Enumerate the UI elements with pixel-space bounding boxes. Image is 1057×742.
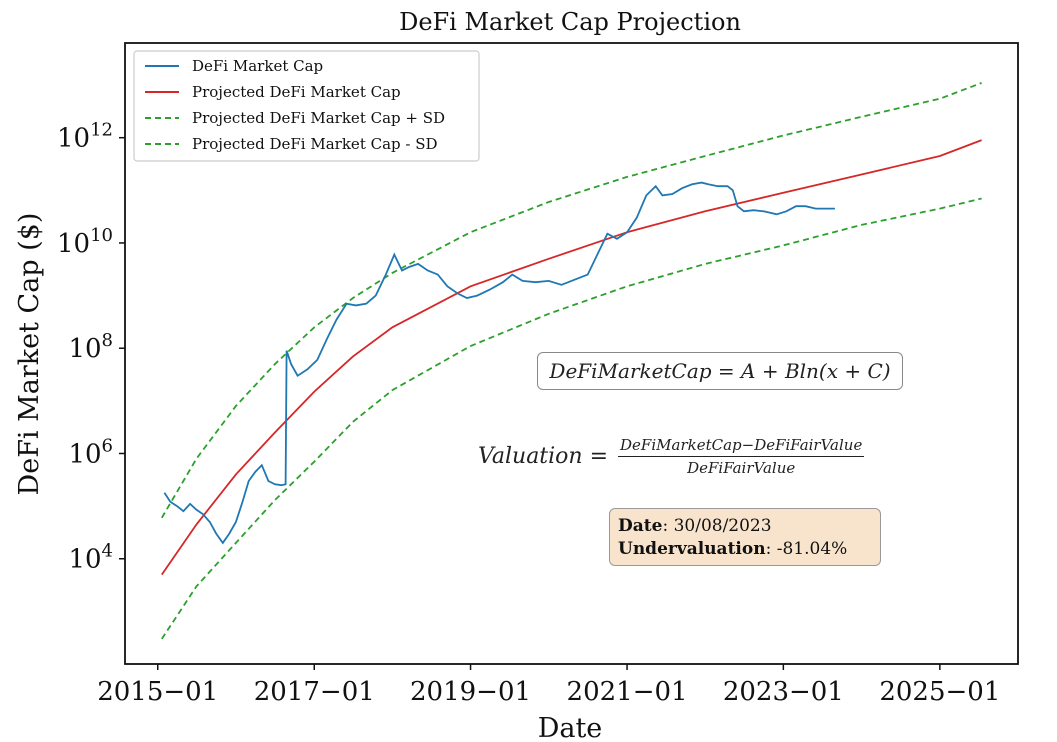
series-line-0 [163,181,835,545]
undervaluation-label: Undervaluation [618,539,766,559]
valuation-numerator: DeFiMarketCap−DeFiFairValue [618,436,865,457]
model-formula-box: DeFiMarketCap = A + Bln(x + C) [537,352,903,390]
x-tick-label-5: 2025−01 [879,677,1000,707]
series-line-3 [161,197,982,640]
legend-label-plus-sd: Projected DeFi Market Cap + SD [192,109,445,127]
valuation-denominator: DeFiFairValue [687,459,796,477]
plot-area [161,82,982,640]
undervaluation-value: -81.04% [776,539,848,559]
valuation-lhs: Valuation = [478,444,609,469]
date-label: Date [618,516,663,536]
axes: 2015−01 2017−01 2019−01 2021−01 2023−01 2025−… [57,120,1000,707]
x-tick-label-1: 2017−01 [254,677,375,707]
x-axis-title: Date [538,713,603,742]
y-axis-title: DeFi Market Cap ($) [14,213,45,496]
legend: DeFi Market Cap Projected DeFi Market Ca… [133,50,480,162]
series-line-2 [161,82,982,519]
valuation-formula: Valuation = DeFiMarketCap−DeFiFairValue … [478,436,865,477]
y-tick-label-4: 1012 [57,120,113,154]
y-tick-label-0: 104 [68,541,113,575]
legend-label-minus-sd: Projected DeFi Market Cap - SD [192,135,438,153]
valuation-fraction: DeFiMarketCap−DeFiFairValue DeFiFairValu… [618,436,865,477]
x-tick-label-0: 2015−01 [97,677,218,707]
plot-frame [124,42,1019,665]
y-tick-label-3: 1010 [57,225,113,259]
chart-title: DeFi Market Cap Projection [399,8,741,36]
legend-label-projected: Projected DeFi Market Cap [192,83,401,101]
undervaluation-row: Undervaluation: -81.04% [618,539,848,559]
x-tick-label-3: 2021−01 [567,677,688,707]
y-tick-label-1: 106 [68,435,113,469]
y-tick-label-2: 108 [68,330,113,364]
x-tick-label-4: 2023−01 [723,677,844,707]
date-row: Date: 30/08/2023 [618,516,772,536]
date-value: 30/08/2023 [673,516,772,536]
legend-label-market-cap: DeFi Market Cap [192,57,323,75]
x-tick-label-2: 2019−01 [410,677,531,707]
legend-box [133,50,480,162]
series-line-1 [161,139,982,576]
valuation-info-box: Date: 30/08/2023 Undervaluation: -81.04% [609,508,881,566]
model-formula: DeFiMarketCap = A + Bln(x + C) [549,359,891,383]
